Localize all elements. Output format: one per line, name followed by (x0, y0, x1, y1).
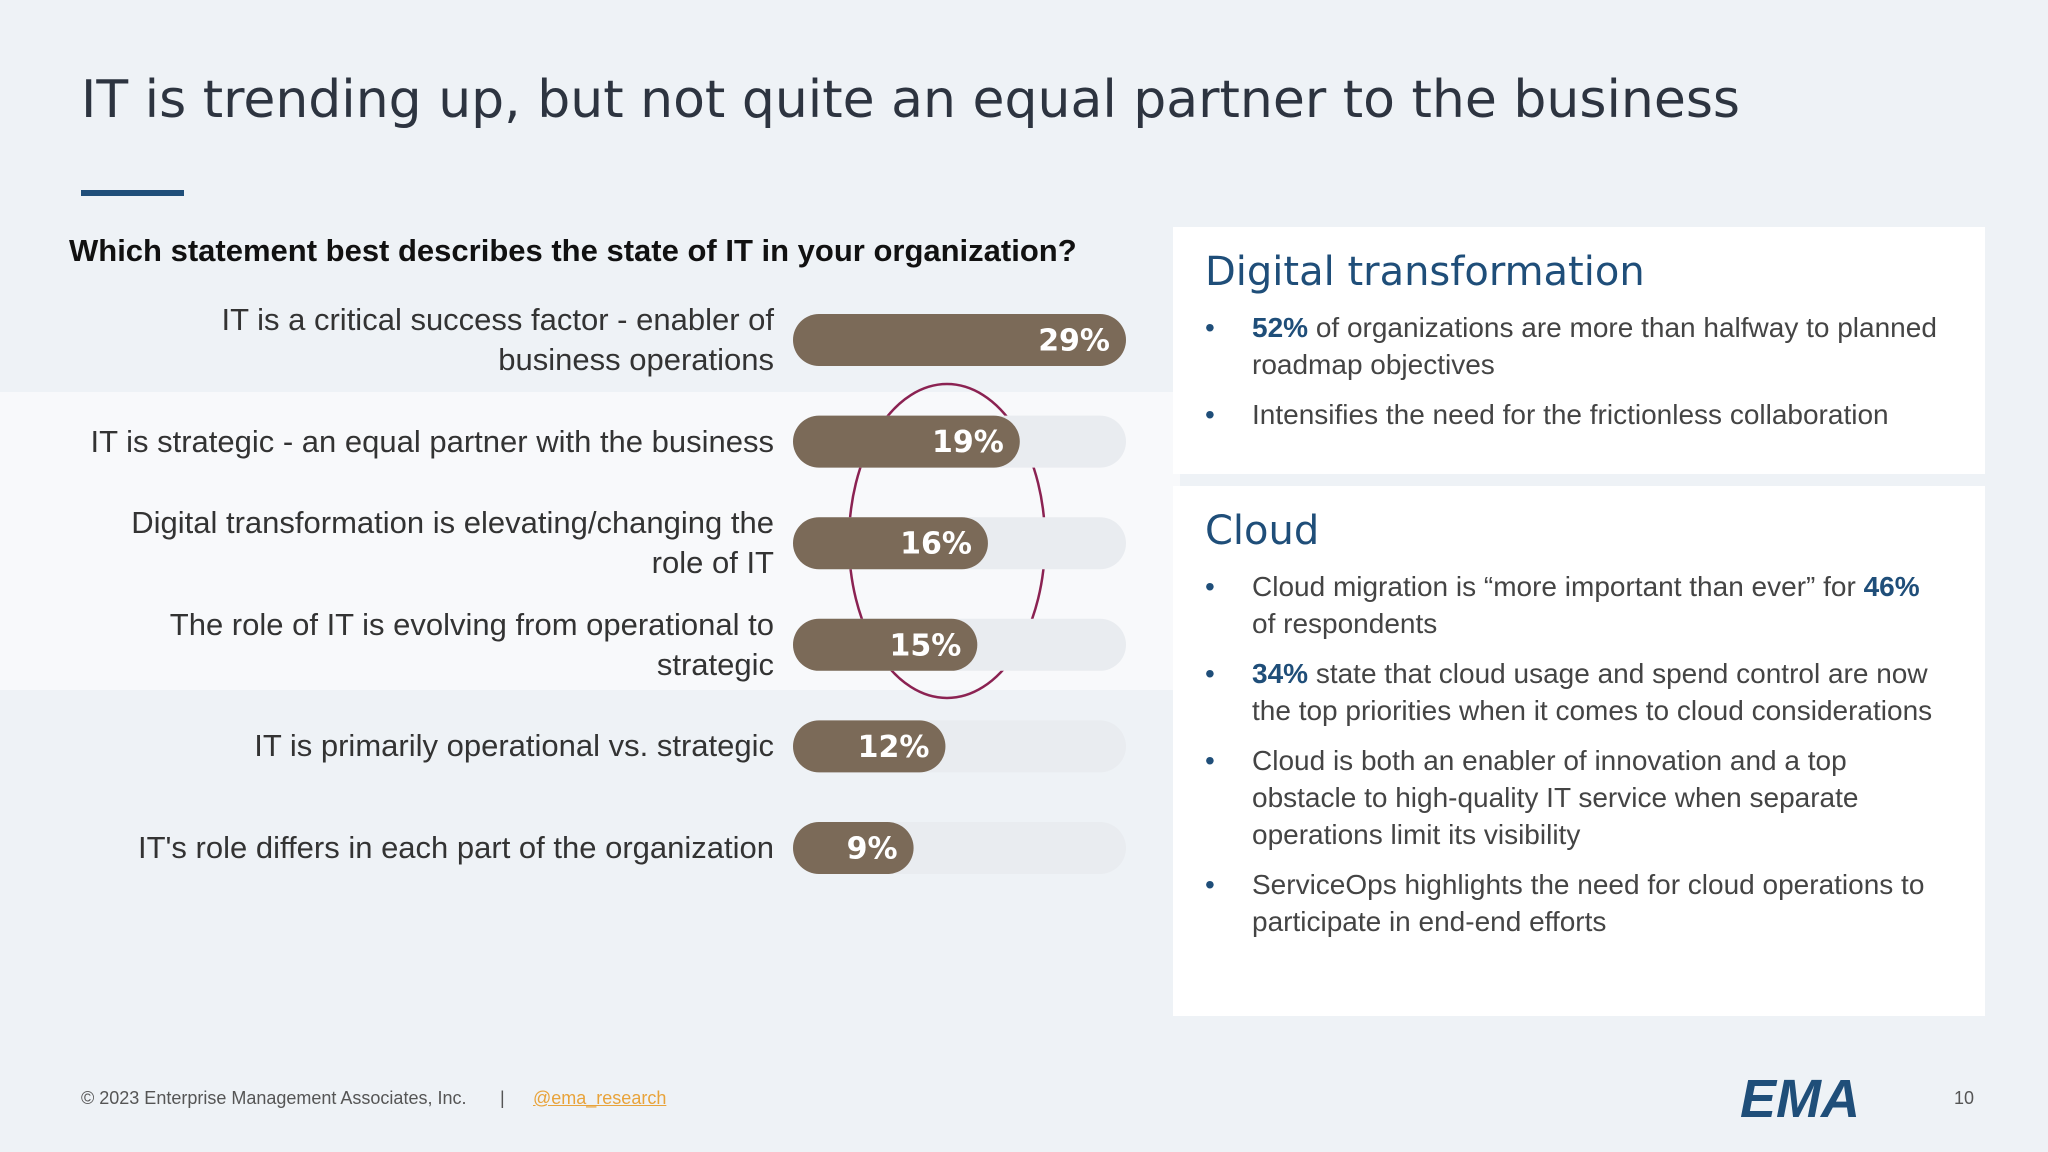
bullet-text: of organizations are more than halfway t… (1252, 312, 1937, 380)
chart-title: Which statement best describes the state… (69, 233, 1077, 268)
title-rule (81, 190, 184, 196)
panel-heading: Cloud (1205, 508, 1320, 554)
value-label: 12% (858, 730, 930, 765)
value-label: 9% (847, 832, 898, 867)
emphasis: 46% (1863, 571, 1920, 602)
category-label: The role of IT is evolving from operatio… (169, 606, 774, 682)
bullet: Intensifies the need for the frictionles… (1205, 396, 1945, 433)
value-label: 19% (932, 425, 1004, 460)
value-label: 16% (900, 527, 972, 562)
page-number: 10 (1954, 1088, 1975, 1108)
social-handle[interactable]: @ema_research (533, 1088, 667, 1108)
bar (793, 822, 914, 874)
bullet: 34% state that cloud usage and spend con… (1205, 655, 1945, 729)
value-label: 15% (889, 628, 961, 663)
emphasis: 52% (1252, 312, 1309, 343)
separator: | (500, 1088, 505, 1108)
bullet: Cloud migration is “more important than … (1205, 568, 1945, 642)
copyright: © 2023 Enterprise Management Associates,… (81, 1088, 467, 1108)
bar (793, 517, 988, 570)
slide-title: IT is trending up, but not quite an equa… (81, 70, 1741, 130)
bar (793, 314, 1126, 366)
category-label: IT is primarily operational vs. strategi… (254, 728, 774, 764)
category-label: Digital transformation is elevating/chan… (131, 505, 774, 581)
bar (793, 618, 978, 671)
bullet-text: of respondents (1252, 608, 1438, 639)
emphasis: 34% (1252, 658, 1309, 689)
bullet-text: ServiceOps highlights the need for cloud… (1252, 869, 1925, 937)
panel: Digital transformation 52% of organizatio… (1173, 227, 1985, 474)
bullet: ServiceOps highlights the need for cloud… (1205, 866, 1945, 940)
bullet-text: Cloud is both an enabler of innovation a… (1252, 745, 1859, 850)
bullet-text: Cloud migration is “more important than … (1252, 571, 1864, 602)
category-label: IT's role differs in each part of the or… (137, 830, 774, 865)
category-label: IT is strategic - an equal partner with … (90, 423, 775, 459)
bullet-text: Intensifies the need for the frictionles… (1252, 399, 1889, 430)
bar (793, 415, 1020, 468)
bullet-text: state that cloud usage and spend control… (1252, 658, 1933, 726)
bullet: Cloud is both an enabler of innovation a… (1205, 742, 1945, 853)
logo: EMA (1740, 1069, 1860, 1129)
panel: Cloud Cloud migration is “more important … (1173, 486, 1985, 1016)
category-label: IT is a critical success factor - enable… (221, 302, 774, 377)
panel-heading: Digital transformation (1205, 249, 1645, 295)
value-label: 29% (1038, 324, 1110, 359)
bullet: 52% of organizations are more than halfw… (1205, 309, 1945, 383)
bar (793, 720, 946, 773)
